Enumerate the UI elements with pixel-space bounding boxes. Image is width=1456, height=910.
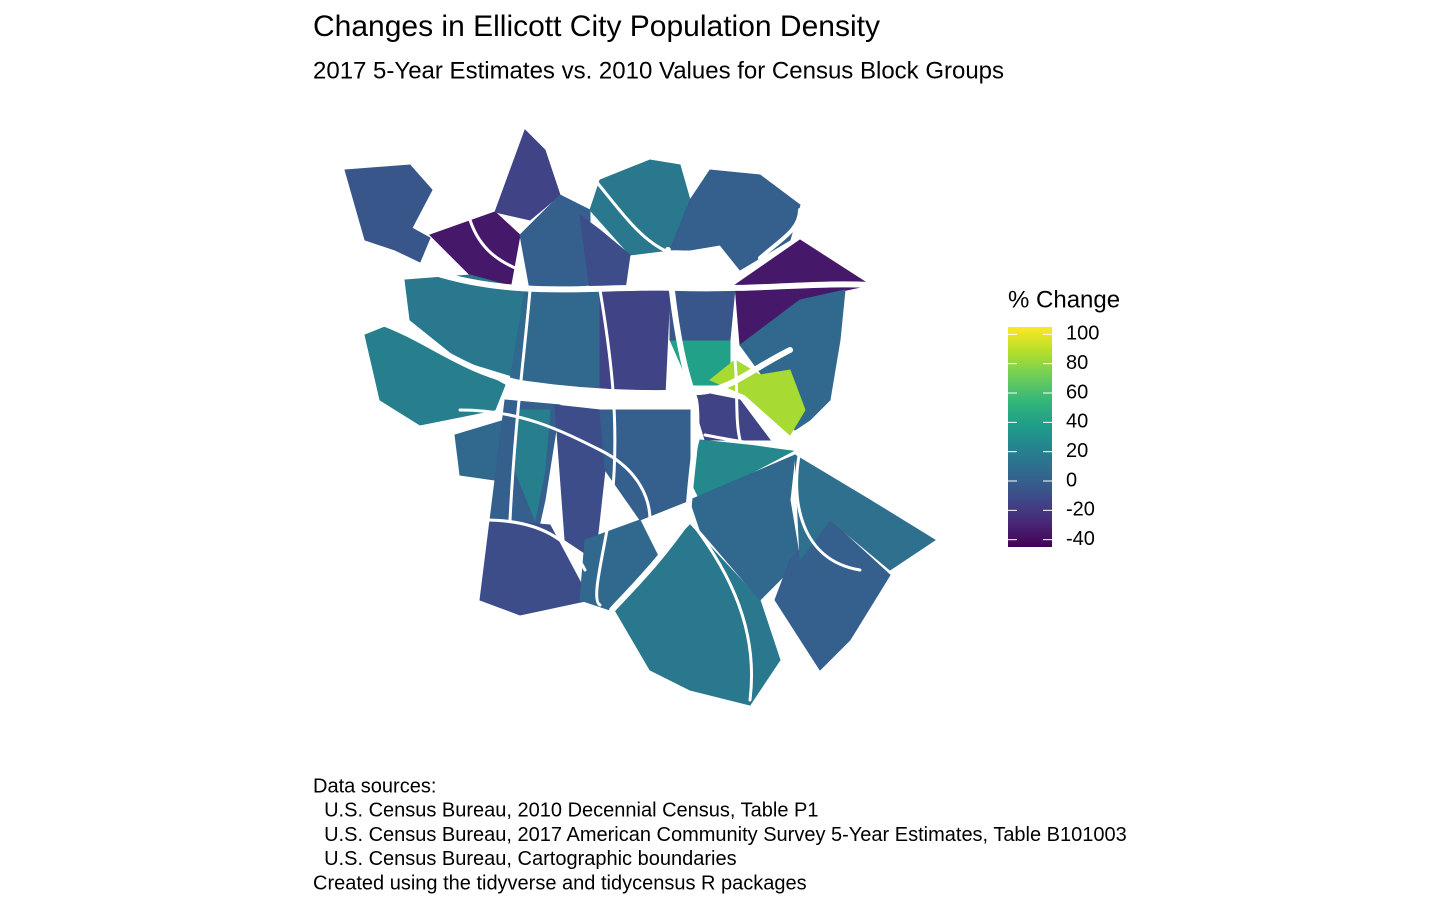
map xyxy=(344,129,936,706)
block-group xyxy=(494,129,561,221)
block-group xyxy=(479,519,591,616)
roads xyxy=(377,178,873,702)
block-group xyxy=(589,159,691,256)
block-group xyxy=(554,404,606,561)
legend-tick-label: 100 xyxy=(1066,323,1099,345)
caption-line: U.S. Census Bureau, 2017 American Commun… xyxy=(313,824,1127,846)
legend-tick-label: 40 xyxy=(1066,411,1088,433)
legend-tick-label: 20 xyxy=(1066,440,1088,462)
legend-tick-label: -40 xyxy=(1066,528,1095,550)
legend-tick-label: 80 xyxy=(1066,352,1088,374)
chart-title: Changes in Ellicott City Population Dens… xyxy=(313,10,880,43)
block-group xyxy=(599,289,671,396)
caption-line: Created using the tidyverse and tidycens… xyxy=(313,872,807,894)
chart-subtitle: 2017 5-Year Estimates vs. 2010 Values fo… xyxy=(313,57,1004,84)
legend-tick-label: -20 xyxy=(1066,499,1095,521)
legend-ticks: 100 80 60 40 20 0 -20 -40 xyxy=(1008,323,1099,550)
block-group xyxy=(599,409,691,521)
caption-line: U.S. Census Bureau, Cartographic boundar… xyxy=(313,848,737,870)
block-group xyxy=(794,454,936,571)
caption-line: U.S. Census Bureau, 2010 Decennial Censu… xyxy=(313,800,819,822)
block-group xyxy=(579,213,631,291)
block-group xyxy=(689,389,771,441)
block-group xyxy=(429,211,521,291)
caption: Data sources: U.S. Census Bureau, 2010 D… xyxy=(313,775,1127,894)
legend-title: % Change xyxy=(1008,286,1120,313)
legend-tick-label: 0 xyxy=(1066,469,1077,491)
block-group xyxy=(344,164,433,263)
colorbar xyxy=(1008,327,1052,547)
caption-line: Data sources: xyxy=(313,775,436,797)
legend-tick-label: 60 xyxy=(1066,381,1088,403)
block-group xyxy=(514,409,551,522)
